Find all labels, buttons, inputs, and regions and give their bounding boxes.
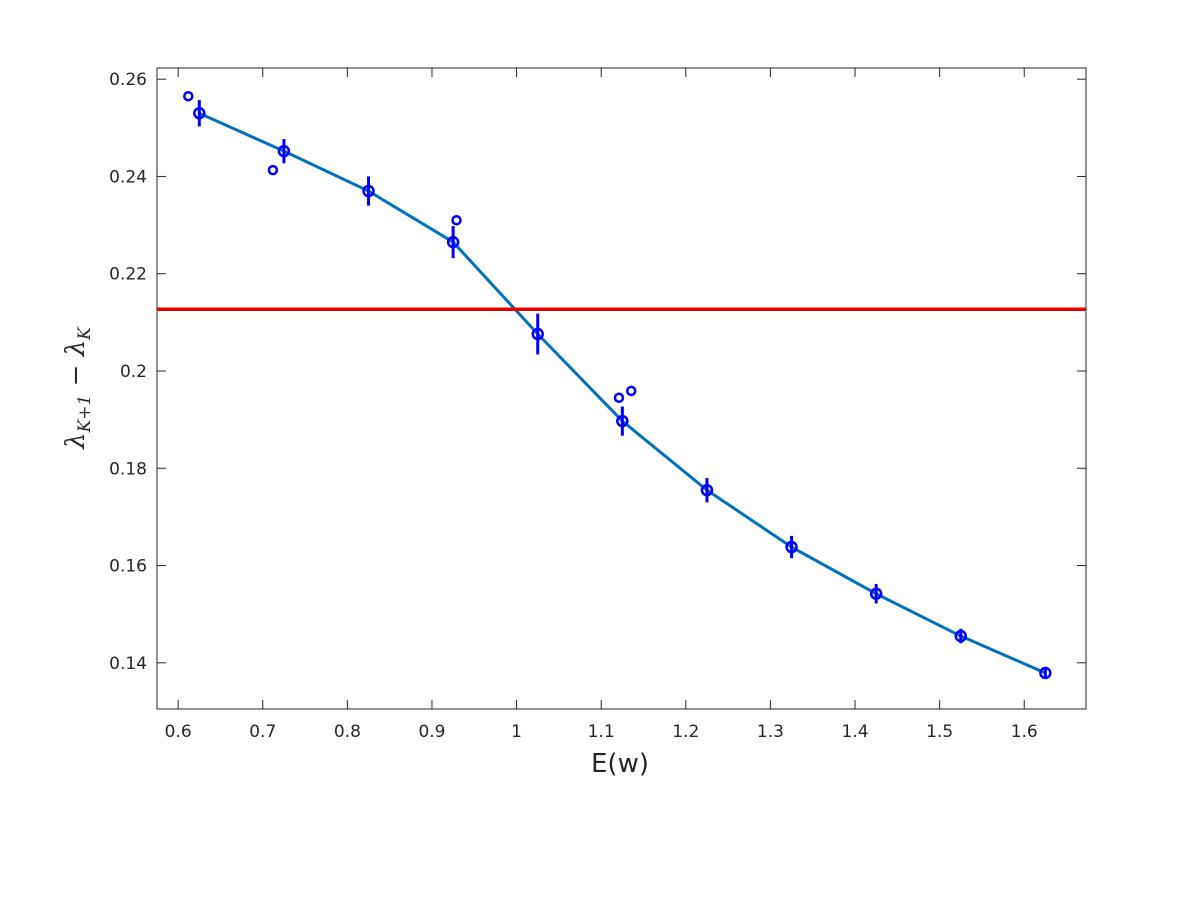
y-tick-label: 0.16	[109, 557, 147, 577]
mean-marker	[1039, 666, 1052, 680]
x-tick-label: 0.6	[165, 722, 192, 742]
mean-marker	[869, 587, 883, 600]
mean-marker	[785, 540, 798, 554]
y-label-part: λ	[61, 432, 91, 449]
x-tick-label: 1	[511, 722, 522, 742]
mean-marker	[700, 483, 714, 497]
sample-marker	[451, 214, 462, 226]
x-tick-label: 1.5	[926, 722, 953, 742]
y-label-subscript: K+1	[75, 395, 95, 434]
mean-marker	[531, 327, 544, 341]
sample-marker	[613, 392, 625, 403]
sample-marker	[625, 385, 637, 397]
x-tick-label: 0.8	[334, 722, 361, 742]
plot-box	[156, 67, 1087, 710]
mean-marker	[954, 629, 968, 643]
y-tick-label: 0.2	[120, 362, 147, 382]
x-tick-label: 1.4	[841, 722, 868, 742]
x-tick-label: 1.1	[588, 722, 615, 742]
x-tick-label: 1.3	[757, 722, 784, 742]
mean-marker	[193, 106, 206, 120]
x-axis-label: E(w)	[591, 749, 649, 779]
y-axis-label: λK+1 − λK	[61, 326, 95, 450]
fit-line	[198, 111, 1046, 675]
mean-marker	[616, 414, 629, 428]
mean-marker	[277, 144, 291, 158]
y-tick-label: 0.26	[109, 70, 147, 90]
y-tick-label: 0.22	[109, 265, 147, 285]
mean-marker	[446, 235, 460, 249]
x-tick-label: 1.6	[1011, 722, 1038, 742]
y-tick-label: 0.18	[109, 459, 147, 479]
y-tick-label: 0.14	[109, 654, 147, 674]
x-tick-label: 0.7	[249, 722, 276, 742]
y-tick-label: 0.24	[109, 167, 147, 187]
x-tick-label: 0.9	[418, 722, 445, 742]
y-label-subscript: K	[75, 326, 95, 341]
mean-marker	[362, 184, 375, 198]
sample-marker	[267, 164, 279, 176]
sample-marker	[183, 90, 194, 102]
y-label-part: − λ	[61, 340, 91, 395]
x-tick-label: 1.2	[672, 722, 699, 742]
